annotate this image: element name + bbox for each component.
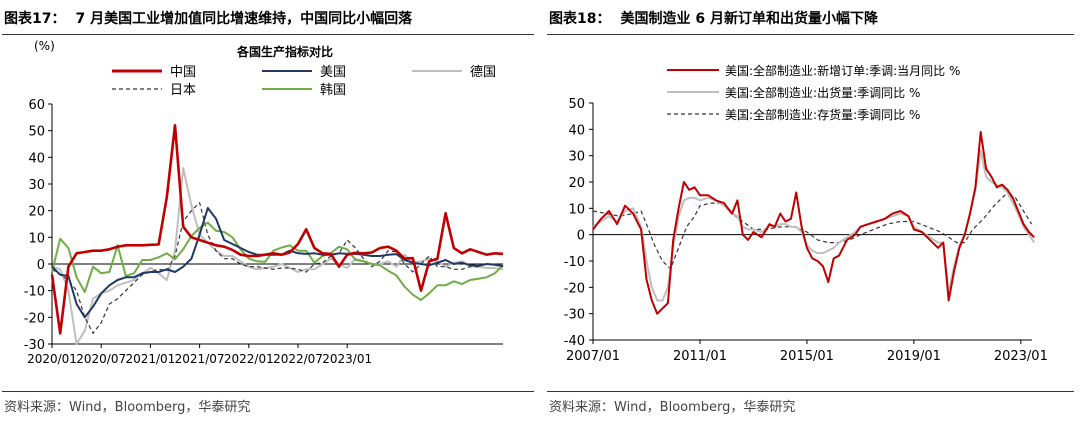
series-line-inventories — [592, 194, 1033, 270]
left-title-rule — [2, 34, 534, 35]
y-tick-label: -20 — [24, 311, 45, 326]
x-tick-label: 2023/01 — [322, 352, 372, 366]
x-tick-label: 2023/01 — [994, 349, 1048, 364]
series-line-中国 — [50, 124, 504, 335]
legend-label-中国: 中国 — [170, 65, 196, 80]
series-line-日本 — [51, 202, 503, 334]
x-tick-label: 2020/01 — [27, 352, 77, 366]
x-tick-label: 2019/01 — [887, 349, 941, 364]
right-figure-panel: 图表18： 美国制造业 6 月新订单和出货量小幅下降 -40 -30 -20 -10 0 1… — [545, 0, 1080, 427]
legend-label-shipments: 美国:全部制造业:出货量:季调同比 % — [725, 85, 920, 100]
y-tick-label: -30 — [564, 308, 585, 323]
x-tick-label: 2020/07 — [76, 352, 126, 366]
right-figure-caption: 美国制造业 6 月新订单和出货量小幅下降 — [620, 11, 878, 27]
y-tick-label: -20 — [564, 281, 585, 296]
series-line-new-orders — [592, 131, 1035, 315]
y-tick-label: -40 — [564, 334, 585, 349]
y-tick-label: 60 — [28, 98, 45, 113]
y-tick-label: -30 — [24, 338, 45, 353]
left-figure-panel: 图表17： 7 月美国工业增加值同比增速维持，中国同比小幅回落 (%) 各国生产指标… — [2, 8, 534, 415]
y-tick-label: 20 — [568, 176, 585, 191]
y-tick-label: 10 — [568, 202, 585, 217]
y-tick-label: -10 — [24, 285, 45, 300]
x-tick-label: 2021/07 — [175, 352, 225, 366]
series-line-美国 — [51, 207, 504, 319]
y-tick-label: 30 — [568, 150, 585, 165]
right-source-note: 资料来源：Wind，Bloomberg，华泰研究 — [549, 400, 796, 415]
series-line-德国 — [51, 167, 504, 345]
y-tick-label: 0 — [577, 229, 585, 244]
legend-label-日本: 日本 — [170, 83, 196, 98]
y-tick-label: 40 — [28, 151, 45, 166]
y-tick-label: 40 — [568, 123, 585, 138]
left-figure-number: 图表17： — [4, 11, 66, 27]
legend-label-德国: 德国 — [470, 65, 496, 80]
x-tick-label: 2022/07 — [273, 352, 323, 366]
y-tick-label: 10 — [28, 231, 45, 246]
x-tick-label: 2022/01 — [224, 352, 274, 366]
y-tick-label: 50 — [568, 97, 585, 112]
y-tick-label: 30 — [28, 178, 45, 193]
right-title-rule — [547, 34, 1074, 35]
legend-label-inventories: 美国:全部制造业:存货量:季调同比 % — [725, 107, 920, 122]
series-line-韩国 — [51, 221, 504, 301]
left-figure-title: 图表17： 7 月美国工业增加值同比增速维持，中国同比小幅回落 — [4, 8, 422, 28]
x-tick-label: 2011/01 — [673, 349, 727, 364]
left-figure-caption: 7 月美国工业增加值同比增速维持，中国同比小幅回落 — [75, 11, 413, 27]
x-tick-label: 2007/01 — [566, 349, 620, 364]
y-tick-label: -10 — [564, 255, 585, 270]
us-manufacturing-chart: -40 -30 -20 -10 0 10 20 30 40 50 2007/01 2011/01 201… — [564, 63, 1048, 364]
right-figure-title: 图表18： 美国制造业 6 月新订单和出货量小幅下降 — [549, 8, 888, 28]
industrial-production-chart: (%) 各国生产指标对比 -30 -20 -10 0 10 20 30 40 50 60 2020/01… — [24, 39, 504, 366]
x-tick-label: 2021/01 — [125, 352, 175, 366]
legend-label-韩国: 韩国 — [320, 83, 346, 98]
y-unit-label: (%) — [34, 39, 55, 53]
y-tick-label: 20 — [28, 205, 45, 220]
x-tick-label: 2015/01 — [780, 349, 834, 364]
right-source-rule — [547, 391, 1074, 392]
chart-title: 各国生产指标对比 — [236, 44, 333, 59]
y-tick-label: 0 — [37, 258, 45, 273]
legend-label-美国: 美国 — [320, 65, 346, 80]
right-figure-number: 图表18： — [549, 11, 611, 27]
y-tick-label: 50 — [28, 125, 45, 140]
left-source-note: 资料来源：Wind，Bloomberg，华泰研究 — [4, 400, 251, 415]
legend-label-new-orders: 美国:全部制造业:新增订单:季调:当月同比 % — [725, 63, 960, 78]
left-source-rule — [2, 391, 534, 392]
